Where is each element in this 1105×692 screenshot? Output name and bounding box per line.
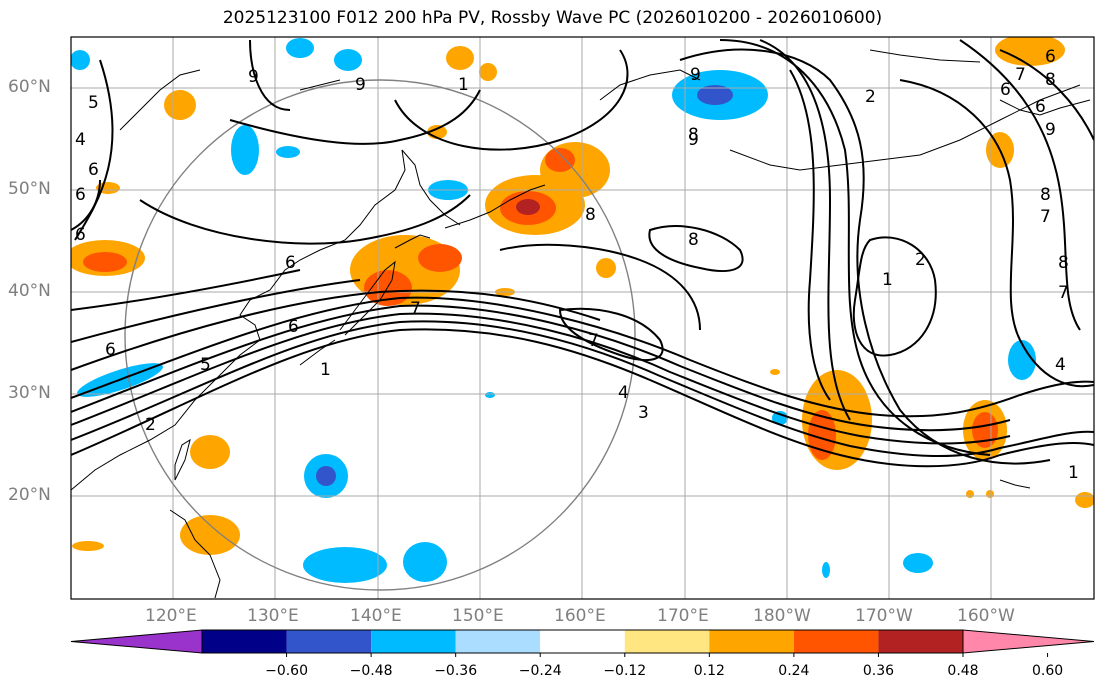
contour-label: 9 [690, 65, 701, 85]
contour-label: 8 [1040, 185, 1051, 205]
contour-label: 7 [410, 299, 421, 319]
lon-label: 130°E [247, 606, 299, 626]
contour-label: 8 [1045, 70, 1056, 90]
contour-label: 8 [688, 230, 699, 250]
contour-label: 7 [1058, 283, 1069, 303]
contour-label: 2 [915, 250, 926, 270]
lon-label: 160°E [554, 606, 606, 626]
contour-label: 6 [288, 317, 299, 337]
contour-label: 6 [105, 340, 116, 360]
contour-label: 3 [638, 403, 649, 423]
colorbar-outline [201, 629, 964, 654]
contour-label: 9 [1045, 120, 1056, 140]
contour-label: 1 [882, 270, 893, 290]
contour-label: 4 [618, 383, 629, 403]
lat-label: 50°N [8, 179, 51, 199]
contour-label: 6 [88, 160, 99, 180]
colorbar-segment [371, 630, 456, 653]
lat-label: 40°N [8, 281, 51, 301]
contour-label: 9 [688, 130, 699, 150]
colorbar-tick-label: 0.48 [947, 663, 978, 679]
contour-label: 4 [75, 130, 86, 150]
lon-label: 120°E [145, 606, 197, 626]
colorbar-max-arrow [962, 629, 1095, 654]
lat-label: 60°N [8, 77, 51, 97]
contour-label: 7 [588, 331, 599, 351]
pv-contours [71, 39, 1094, 468]
coastlines [71, 49, 1091, 599]
contour-label: 5 [88, 93, 99, 113]
contour-label: 8 [585, 205, 596, 225]
contour-label: 1 [320, 360, 331, 380]
colorbar-segment [878, 630, 963, 653]
lon-label: 150°E [452, 606, 504, 626]
colorbar-tick-label: 0.36 [863, 663, 894, 679]
contour-label: 6 [1045, 47, 1056, 67]
lon-label: 170°E [657, 606, 709, 626]
contour-label: 5 [200, 355, 211, 375]
colorbar-segment [286, 630, 372, 653]
contour-labels: 9 6 5 4 6 6 9 1 9 8 9 2 8 7 6 6 6 8 8 6 … [75, 47, 1079, 483]
graticule [71, 37, 1094, 599]
lon-label: 140°E [350, 606, 402, 626]
colorbar-segment [540, 630, 625, 653]
lon-label: 170°W [855, 606, 913, 626]
colorbar-tick-label: −0.48 [350, 663, 393, 679]
contour-label: 6 [1035, 97, 1046, 117]
contour-label: 6 [285, 253, 296, 273]
contour-label: 6 [75, 225, 86, 245]
contour-label: 9 [248, 67, 259, 87]
map-panel: 9 6 5 4 6 6 9 1 9 8 9 2 8 7 6 6 6 8 8 6 … [70, 36, 1095, 600]
contour-label: 2 [145, 415, 156, 435]
contour-label: 4 [1055, 355, 1066, 375]
lat-label: 30°N [8, 383, 51, 403]
negative-anomaly [71, 38, 1036, 583]
lon-label: 180°W [753, 606, 811, 626]
colorbar-tick-label: 0.24 [778, 663, 809, 679]
contour-label: 9 [355, 75, 366, 95]
lat-label: 20°N [8, 485, 51, 505]
radius-circle [124, 79, 636, 591]
colorbar-segment [202, 630, 287, 653]
contour-label: 8 [688, 125, 699, 145]
colorbar-tick-label: 0.60 [1032, 663, 1063, 679]
map-frame [70, 36, 1095, 600]
colorbar-min-arrow [70, 629, 203, 654]
colorbar-segment [793, 630, 879, 653]
colorbar-tick-label: −0.36 [434, 663, 477, 679]
colorbar-tick-label: −0.12 [603, 663, 646, 679]
contour-label: 7 [1015, 65, 1026, 85]
contour-label: 2 [865, 87, 876, 107]
colorbar-segment [624, 630, 710, 653]
lon-label: 160°W [957, 606, 1015, 626]
colorbar-tick-label: 0.12 [694, 663, 725, 679]
contour-label: 1 [458, 75, 469, 95]
map-title: 2025123100 F012 200 hPa PV, Rossby Wave … [222, 8, 883, 28]
contour-label: 8 [1058, 253, 1069, 273]
contour-label: 6 [1000, 80, 1011, 100]
contour-label: 6 [75, 185, 86, 205]
colorbar-tick-label: −0.60 [265, 663, 308, 679]
contour-label: 1 [1068, 463, 1079, 483]
colorbar-tick-label: −0.24 [519, 663, 562, 679]
colorbar-segment [455, 630, 541, 653]
colorbar-segment [709, 630, 794, 653]
contour-label: 7 [1040, 207, 1051, 227]
